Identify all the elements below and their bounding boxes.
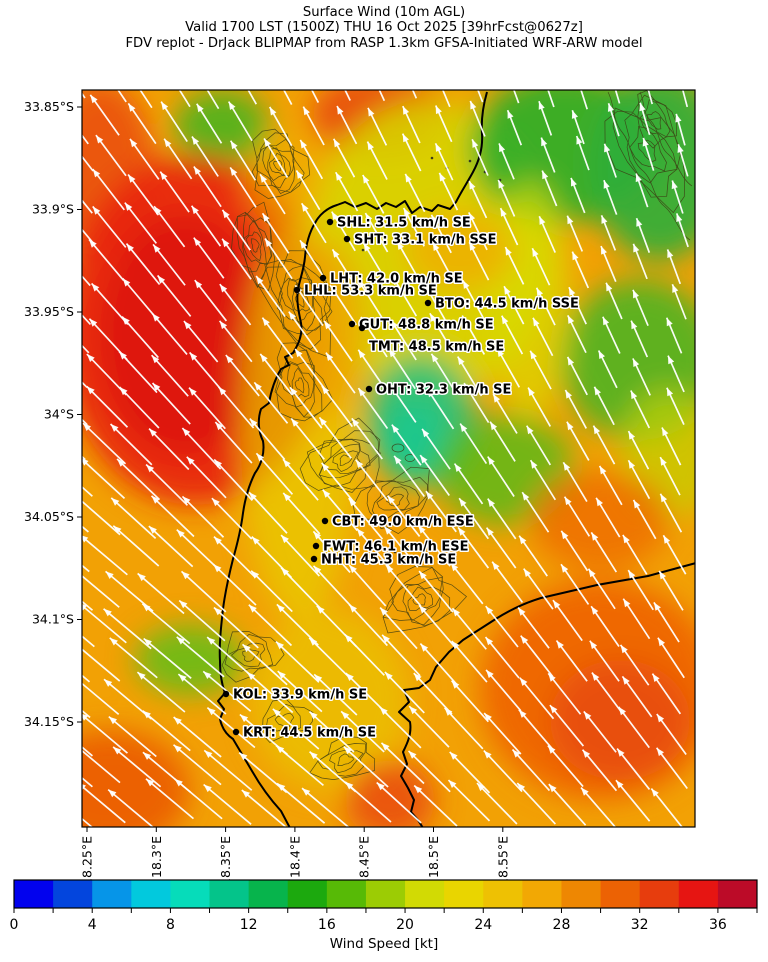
colorbar-tick-label: 4 bbox=[88, 917, 97, 933]
station-label: SHL: 31.5 km/h SE bbox=[337, 216, 471, 231]
x-tick-label: 18.5°E bbox=[426, 836, 441, 878]
station-dot bbox=[310, 555, 318, 563]
station-label: KRT: 44.5 km/h SE bbox=[243, 726, 376, 741]
map-frame bbox=[81, 89, 696, 828]
colorbar-segment bbox=[483, 880, 523, 908]
title-line-1: Surface Wind (10m AGL) bbox=[302, 5, 466, 20]
station-label: NHT: 45.3 km/h SE bbox=[321, 553, 456, 568]
y-tick-label: 34.05°S bbox=[24, 509, 74, 524]
y-tick-label: 34.1°S bbox=[32, 612, 74, 627]
station-marker-KOL: KOL: 33.9 km/h SE bbox=[222, 686, 369, 704]
station-dot bbox=[326, 218, 334, 226]
x-tick-label: 18.45°E bbox=[357, 836, 372, 886]
station-marker-KRT: KRT: 44.5 km/h SE bbox=[232, 724, 377, 742]
station-marker-SHL: SHL: 31.5 km/h SE bbox=[326, 214, 472, 232]
x-tick-label: 18.35°E bbox=[218, 836, 233, 886]
colorbar-tick-label: 32 bbox=[631, 917, 649, 933]
colorbar-tick-label: 16 bbox=[318, 917, 336, 933]
terrain-contours bbox=[221, 90, 693, 780]
station-dot bbox=[222, 690, 230, 698]
station-marker-CBT: CBT: 49.0 km/h ESE bbox=[321, 513, 475, 531]
colorbar-tick-label: 8 bbox=[166, 917, 175, 933]
colorbar-segment bbox=[53, 880, 93, 908]
y-tick-label: 33.9°S bbox=[32, 202, 74, 217]
colorbar-segment bbox=[131, 880, 171, 908]
colorbar-title: Wind Speed [kt] bbox=[330, 936, 438, 952]
station-dot bbox=[348, 320, 356, 328]
station-marker-LHT: LHT: 42.0 km/h SE bbox=[319, 270, 464, 288]
colorbar-segment bbox=[326, 880, 367, 908]
y-tick-label: 34.15°S bbox=[24, 714, 74, 729]
station-label: OHT: 32.3 km/h SE bbox=[376, 383, 511, 398]
station-label: LHL: 53.3 km/h SE bbox=[304, 284, 437, 299]
colorbar: 0 4 8 12 16 20 24 28 32 36 Wind Speed [kt] bbox=[10, 879, 758, 952]
station-dot bbox=[321, 517, 329, 525]
station-label: TMT: 48.5 km/h SE bbox=[369, 340, 504, 355]
colorbar-segment bbox=[14, 880, 54, 908]
station-label: LHT: 42.0 km/h SE bbox=[330, 272, 463, 287]
colorbar-segment bbox=[639, 880, 680, 908]
colorbar-segment bbox=[717, 880, 758, 908]
station-dot bbox=[293, 286, 301, 294]
station-marker-NHT: NHT: 45.3 km/h SE bbox=[310, 551, 458, 569]
colorbar-segment bbox=[209, 880, 250, 908]
station-marker-SHT: SHT: 33.1 km/h SSE bbox=[343, 231, 498, 249]
map-field: SHL: 31.5 km/h SE SHT: 33.1 km/h SSE LHT: … bbox=[82, 90, 695, 827]
station-label: KOL: 33.9 km/h SE bbox=[233, 688, 367, 703]
title-line-2: Valid 1700 LST (1500Z) THU 16 Oct 2025 [… bbox=[185, 20, 583, 36]
station-marker-OHT: OHT: 32.3 km/h SE bbox=[365, 381, 513, 399]
colorbar-segment bbox=[92, 880, 132, 908]
station-dot bbox=[343, 235, 351, 243]
colorbar-tick-label: 20 bbox=[396, 917, 414, 933]
colorbar-segment bbox=[600, 880, 641, 908]
colorbar-segment bbox=[287, 880, 328, 908]
x-tick-label: 18.55°E bbox=[495, 836, 510, 886]
y-tick-label: 33.85°S bbox=[24, 99, 74, 114]
station-dot bbox=[232, 728, 240, 736]
colorbar-segment bbox=[678, 880, 719, 908]
colorbar-segment bbox=[405, 880, 445, 908]
station-label: GUT: 48.8 km/h SE bbox=[359, 318, 494, 333]
station-marker-TMT: TMT: 48.5 km/h SE bbox=[368, 338, 506, 356]
axes: 33.85°S 33.9°S 33.95°S 34°S 34.05°S 34.1°S 34.… bbox=[24, 99, 510, 886]
title-block: Surface Wind (10m AGL) Valid 1700 LST (1… bbox=[0, 5, 768, 51]
colorbar-tick-label: 0 bbox=[10, 917, 19, 933]
station-dot bbox=[365, 385, 373, 393]
colorbar-tick-label: 12 bbox=[240, 917, 258, 933]
colorbar-tick-label: 36 bbox=[709, 917, 727, 933]
station-label: FWT: 46.1 km/h ESE bbox=[323, 540, 469, 555]
x-tick-label: 18.4°E bbox=[287, 836, 302, 878]
wind-arrow-field bbox=[82, 90, 689, 827]
station-dot bbox=[312, 542, 320, 550]
station-label: CBT: 49.0 km/h ESE bbox=[332, 515, 474, 530]
colorbar-segment bbox=[248, 880, 289, 908]
x-tick-label: 18.25°E bbox=[80, 836, 95, 886]
station-marker-LHL: LHL: 53.3 km/h SE bbox=[293, 282, 438, 300]
colorbar-tick-label: 28 bbox=[553, 917, 571, 933]
station-marker-GUT: GUT: 48.8 km/h SE bbox=[348, 316, 495, 334]
station-label: BTO: 44.5 km/h SSE bbox=[435, 297, 579, 312]
x-tick-label: 18.3°E bbox=[149, 836, 164, 878]
station-marker-BTO: BTO: 44.5 km/h SSE bbox=[424, 295, 580, 313]
y-tick-label: 33.95°S bbox=[24, 304, 74, 319]
colorbar-segment bbox=[522, 880, 562, 908]
station-marker-FWT: FWT: 46.1 km/h ESE bbox=[312, 538, 470, 556]
colorbar-segment bbox=[365, 880, 406, 908]
colorbar-tick-label: 24 bbox=[474, 917, 492, 933]
y-tick-label: 34°S bbox=[44, 407, 74, 422]
station-reports: SHL: 31.5 km/h SE SHT: 33.1 km/h SSE LHT: … bbox=[222, 214, 580, 742]
station-dot bbox=[319, 274, 327, 282]
station-label: SHT: 33.1 km/h SSE bbox=[354, 233, 496, 248]
colorbar-segment bbox=[444, 880, 484, 908]
station-dot bbox=[424, 299, 432, 307]
title-line-3: FDV replot - DrJack BLIPMAP from RASP 1.… bbox=[125, 35, 643, 51]
colorbar-segment bbox=[561, 880, 602, 908]
colorbar-segment bbox=[170, 880, 211, 908]
